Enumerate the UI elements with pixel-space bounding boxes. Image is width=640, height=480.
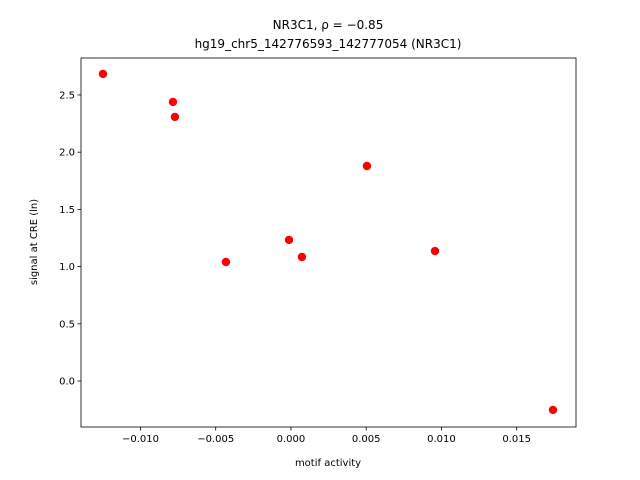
plot-frame bbox=[80, 57, 577, 428]
point bbox=[297, 252, 307, 262]
y-tick-label: 0.5 bbox=[59, 319, 75, 330]
y-axis-label: signal at CRE (ln) bbox=[29, 199, 40, 285]
x-tick-label: −0.005 bbox=[197, 434, 234, 445]
point bbox=[98, 69, 108, 79]
chart-subtitle: hg19_chr5_142776593_142777054 (NR3C1) bbox=[195, 37, 462, 51]
point bbox=[430, 246, 440, 256]
y-tick-label: 1.0 bbox=[59, 262, 75, 273]
y-tick-label: 0.0 bbox=[59, 377, 75, 388]
x-tick-label: 0.005 bbox=[352, 434, 381, 445]
point bbox=[170, 112, 180, 122]
y-tick-label: 2.0 bbox=[59, 148, 75, 159]
point bbox=[168, 97, 178, 107]
point bbox=[284, 235, 294, 245]
point bbox=[362, 161, 372, 171]
chart-title: NR3C1, ρ = −0.85 bbox=[273, 18, 384, 32]
x-tick-label: 0.010 bbox=[427, 434, 456, 445]
y-tick-label: 2.5 bbox=[59, 90, 75, 101]
x-tick-label: 0.000 bbox=[277, 434, 306, 445]
x-axis-label: motif activity bbox=[295, 458, 361, 469]
x-tick-label: 0.015 bbox=[502, 434, 531, 445]
x-tick-label: −0.010 bbox=[122, 434, 159, 445]
point bbox=[221, 257, 231, 267]
point bbox=[548, 405, 558, 415]
y-tick-label: 1.5 bbox=[59, 205, 75, 216]
